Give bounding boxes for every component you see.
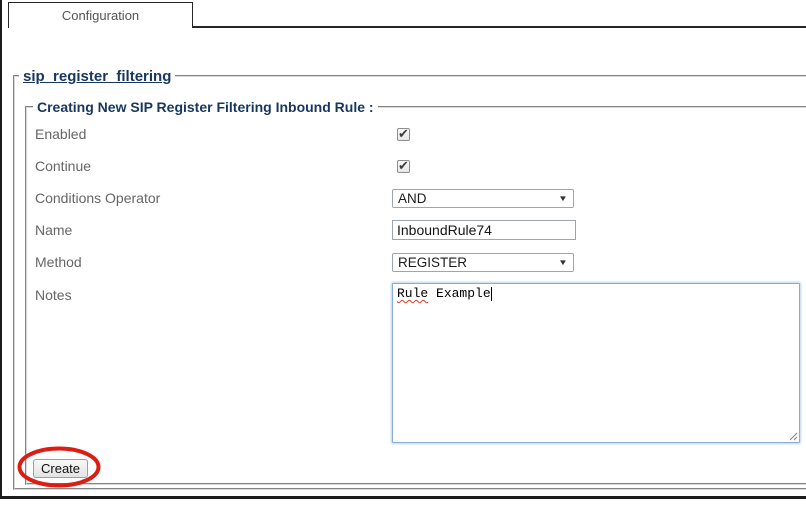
inner-fieldset-new-rule: Creating New SIP Register Filtering Inbo… [25,99,806,485]
check-icon: ✔ [398,125,409,141]
method-value: REGISTER [398,254,468,270]
notes-text-rest: Example [428,286,491,301]
row-notes: Notes Rule Example [35,278,806,443]
tab-bottom-rule [192,26,806,28]
inner-fieldset-legend: Creating New SIP Register Filtering Inbo… [33,99,378,116]
row-conditions-operator: Conditions Operator AND ▼ [35,182,806,214]
resize-handle-icon[interactable] [788,431,798,441]
form-content: Enabled ✔ Continue ✔ Conditions Operator… [27,108,806,478]
create-button[interactable]: Create [33,459,89,478]
row-continue: Continue ✔ [35,150,806,182]
notes-misspelled-word: Rule [397,286,429,301]
check-icon: ✔ [398,157,409,173]
chevron-down-icon: ▼ [558,193,568,203]
text-caret [490,287,492,301]
enabled-label: Enabled [35,126,87,142]
enabled-checkbox[interactable]: ✔ [397,125,410,141]
conditions-operator-select[interactable]: AND ▼ [392,188,574,208]
tab-configuration[interactable]: Configuration [8,2,193,28]
outer-fieldset-sip-register-filtering: sip_register_filtering Creating New SIP … [13,67,806,490]
row-name: Name [35,214,806,246]
name-input[interactable] [392,220,576,240]
continue-label: Continue [35,158,92,174]
conditions-operator-value: AND [398,190,427,206]
chevron-down-icon: ▼ [558,257,568,267]
sip-register-filtering-link[interactable]: sip_register_filtering [23,68,172,85]
notes-label: Notes [35,287,72,303]
outer-fieldset-legend: sip_register_filtering [19,67,176,86]
notes-textarea[interactable]: Rule Example [392,283,800,443]
button-row: Create [33,459,806,478]
notes-text: Rule Example [397,286,492,301]
method-select[interactable]: REGISTER ▼ [392,252,574,272]
conditions-operator-label: Conditions Operator [35,190,161,206]
continue-checkbox[interactable]: ✔ [397,157,410,173]
row-method: Method REGISTER ▼ [35,246,806,278]
row-enabled: Enabled ✔ [35,118,806,150]
name-label: Name [35,222,73,238]
method-label: Method [35,254,82,270]
tab-label: Configuration [61,8,140,23]
